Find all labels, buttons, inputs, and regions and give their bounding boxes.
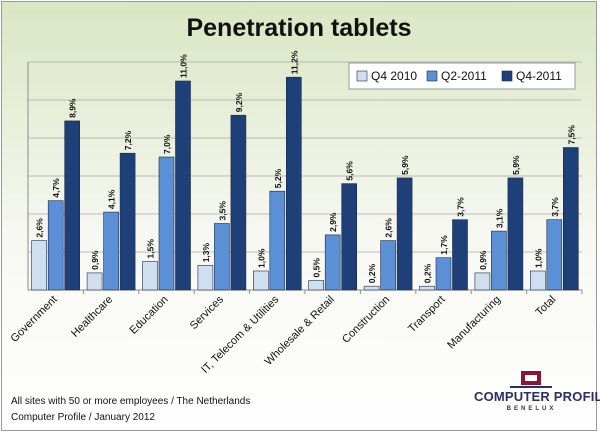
legend-label: Q2-2011 [441,69,487,83]
category-label: Healthcare [69,294,115,340]
bar [546,219,563,291]
value-label: 5,2% [273,168,283,188]
category-label: Construction [340,294,392,346]
bar [341,183,358,291]
legend-label: Q4 2010 [371,69,417,83]
value-label: 11,0% [179,54,189,78]
value-label: 3,7% [456,197,466,217]
value-label: 1,7% [439,235,449,255]
value-label: 0,5% [312,258,322,278]
logo-name: COMPUTER PROFILE [474,389,600,404]
value-label: 2,6% [384,218,394,238]
bar [507,177,524,291]
value-label: 8,9% [68,98,78,118]
legend-swatch [501,70,513,82]
value-label: 0,9% [90,250,100,270]
value-label: 1,3% [201,242,211,262]
bar [285,76,302,291]
value-label: 0,2% [367,263,377,283]
bar [230,114,247,291]
logo-subtitle: BENELUX [506,406,557,412]
value-label: 3,7% [550,197,560,217]
footnote: All sites with 50 or more employees / Th… [11,394,250,426]
bar [86,272,103,291]
legend-swatch [426,70,438,82]
value-label: 3,5% [217,201,227,221]
value-label: 0,9% [478,250,488,270]
logo-square-inner [525,375,537,381]
bar [214,223,230,291]
bar [47,200,64,291]
legend-swatch [356,70,368,82]
bar [158,156,175,291]
legend-box [348,62,576,90]
value-label: 4,7% [51,178,61,198]
grid-lines [27,61,583,294]
bar [324,234,341,291]
value-label: 5,9% [511,155,521,175]
value-label: 7,5% [566,125,576,145]
bar [419,285,435,291]
bar [269,190,286,291]
value-label: 1,0% [256,248,266,268]
value-label: 9,2% [234,92,244,112]
bar [64,120,80,291]
category-label: Total [533,294,558,319]
category-label: Services [188,293,227,332]
bar [308,280,325,291]
legend: Q4 2010 Q2-2011 Q4-2011 [348,62,576,90]
footnote-line-2: Computer Profile / January 2012 [11,412,155,423]
bar [396,177,413,291]
category-labels: Government Healthcare Education ServicesIT,… [9,293,559,376]
bar [103,211,119,291]
value-label: 2,6% [35,218,45,238]
logo-underline [510,386,552,388]
bar-group [31,76,579,291]
value-label: 1,5% [146,239,156,259]
bar [197,264,214,291]
category-label: Transport [406,294,447,335]
chart-title: Penetration tablets [186,14,412,42]
bar [253,270,269,291]
bar [452,219,468,291]
bar [142,261,158,291]
value-label: 5,6% [345,161,355,181]
bar [31,240,48,291]
bar [363,285,380,291]
bar [119,152,136,291]
value-label: 3,1% [494,208,504,228]
value-label: 11,2% [289,50,299,74]
logo-mark-icon [510,371,552,388]
value-label: 2,9% [328,212,338,232]
bar [175,80,191,291]
value-label: 4,1% [107,189,117,209]
category-label: Education [128,294,171,337]
value-label: 0,2% [423,263,433,283]
bar [435,257,452,291]
footnote-line-1: All sites with 50 or more employees / Th… [11,396,251,407]
value-labels: 2,6% 4,7% 8,9% 0,9% 4,1% 7,2% 1,5% 7,0% 11,0% 1,3… [35,50,577,283]
category-label: Manufacturing [445,294,503,352]
value-label: 7,0% [162,134,172,154]
value-label: 7,2% [123,130,133,150]
legend-label: Q4-2011 [516,69,562,83]
bar [562,147,579,291]
bar [491,230,507,291]
computer-profile-logo: COMPUTER PROFILE BENELUX [474,370,600,426]
bar [529,270,546,291]
bar [380,240,396,291]
bar [474,272,491,291]
value-label: 5,9% [400,155,410,175]
category-label: Government [9,294,60,345]
value-label: 1,0% [533,248,543,268]
